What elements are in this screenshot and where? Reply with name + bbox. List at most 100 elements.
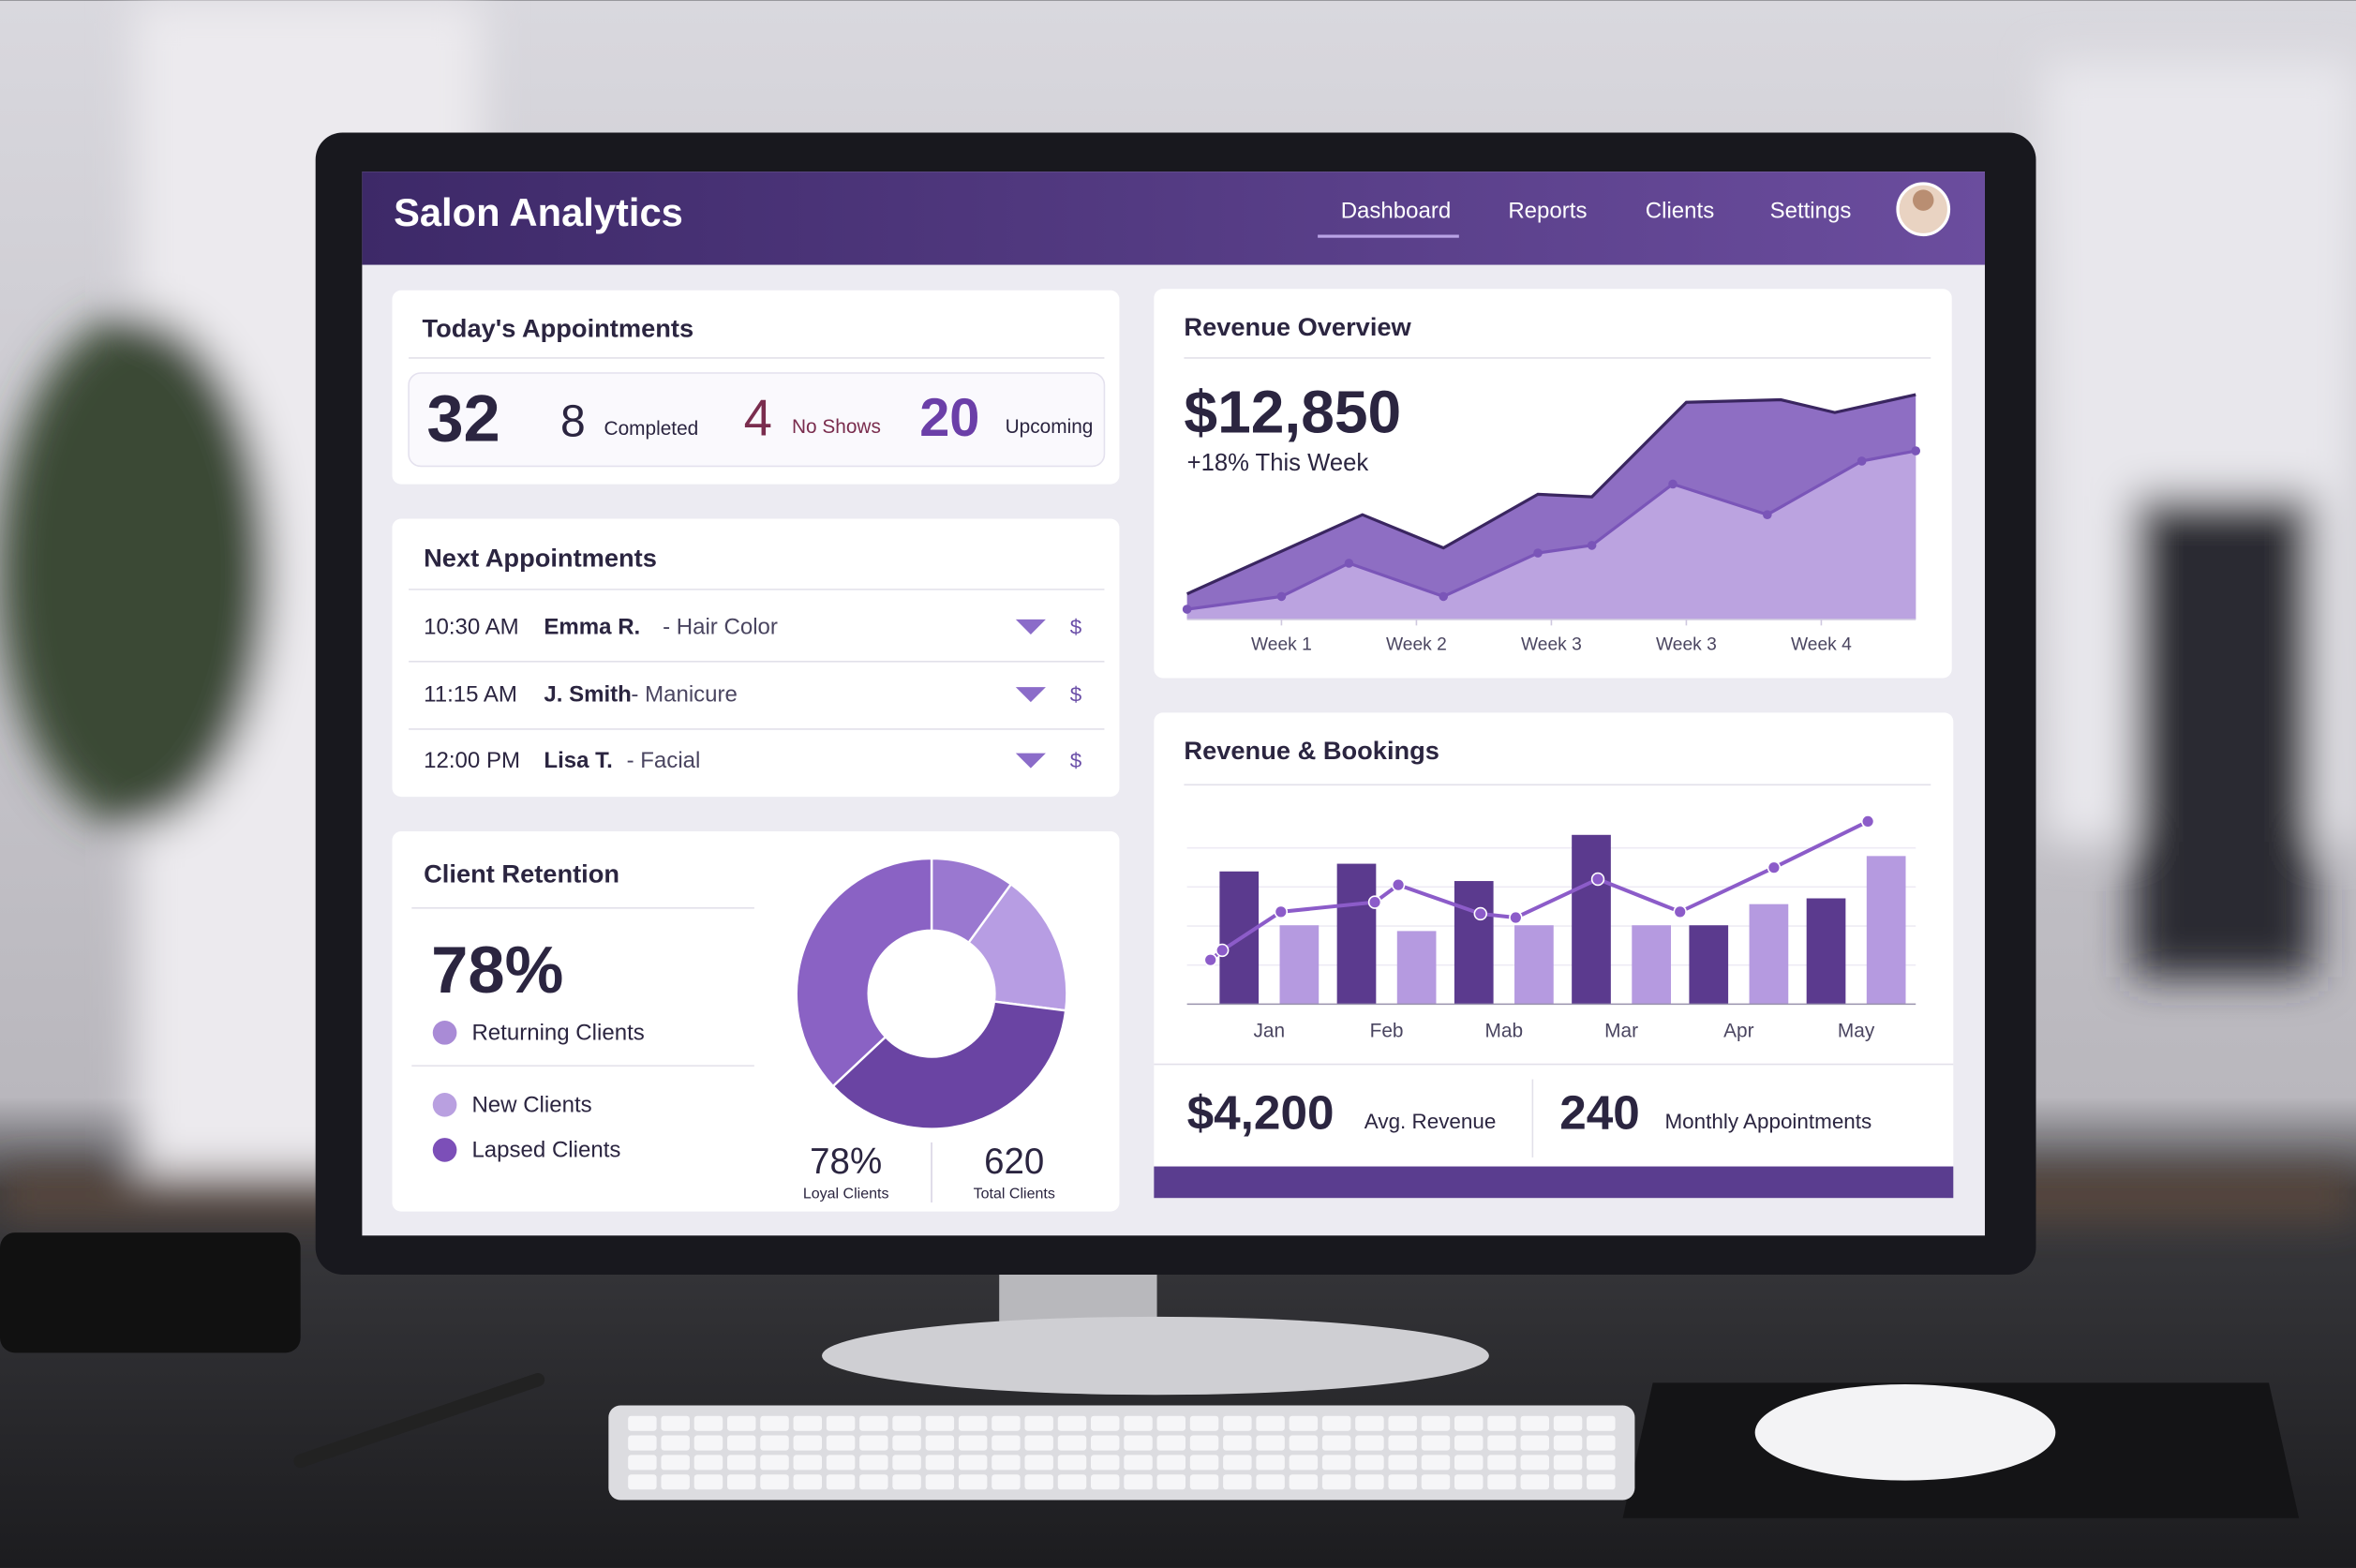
key: [925, 1435, 955, 1451]
key: [1355, 1474, 1384, 1490]
point: [1473, 906, 1487, 921]
key: [661, 1474, 690, 1490]
nav-item[interactable]: Dashboard: [1341, 198, 1452, 223]
key: [925, 1474, 955, 1490]
key: [992, 1455, 1021, 1471]
service: - Facial: [627, 748, 701, 773]
key: [1024, 1435, 1053, 1451]
key: [1421, 1435, 1451, 1451]
key: [1256, 1415, 1285, 1431]
no-shows-label: No Shows: [792, 416, 881, 438]
key: [1487, 1435, 1516, 1451]
point: [1911, 446, 1921, 455]
legend: Returning Clients New Clients Lapsed Clien…: [432, 1020, 645, 1162]
card-title: Revenue Overview: [1184, 312, 1411, 341]
key: [1024, 1474, 1053, 1490]
key: [1587, 1435, 1616, 1451]
key: [1189, 1474, 1219, 1490]
key: [727, 1455, 756, 1471]
x-tick-label: Mab: [1485, 1021, 1524, 1042]
nav-item[interactable]: Settings: [1770, 198, 1852, 223]
key: [992, 1435, 1021, 1451]
upcoming-count: 20: [919, 388, 979, 448]
point: [1590, 872, 1605, 887]
key: [1223, 1455, 1252, 1471]
revenue-change: +18% This Week: [1187, 450, 1369, 476]
price-icon[interactable]: $: [1070, 615, 1082, 638]
key: [1156, 1455, 1186, 1471]
point: [1673, 904, 1687, 919]
key: [1520, 1474, 1550, 1490]
revenue-chart: Week 1 Week 2 Week 3 Week 3 Week 4: [1182, 393, 1921, 655]
key: [859, 1455, 888, 1471]
legend-dot: [432, 1138, 457, 1162]
donut-segment: [966, 882, 1068, 1012]
price-icon[interactable]: $: [1070, 683, 1082, 707]
donut-chart: [795, 857, 1068, 1130]
key: [1289, 1455, 1319, 1471]
dropdown-icon[interactable]: [1015, 687, 1046, 703]
donut-segment: [795, 857, 933, 1088]
stat-value: 78%: [810, 1142, 882, 1182]
key: [1057, 1455, 1087, 1471]
point: [1182, 605, 1192, 614]
stat-label: Loyal Clients: [803, 1185, 889, 1202]
key: [1024, 1415, 1053, 1431]
price-icon[interactable]: $: [1070, 749, 1082, 772]
key: [1024, 1455, 1053, 1471]
key: [1553, 1415, 1583, 1431]
key: [1256, 1455, 1285, 1471]
retention-rate: 78%: [431, 933, 563, 1007]
bar: [1279, 925, 1320, 1005]
x-tick-label: Apr: [1723, 1021, 1753, 1042]
dropdown-icon[interactable]: [1015, 619, 1046, 635]
appointments-label: Monthly Appointments: [1664, 1110, 1871, 1133]
point: [1767, 860, 1782, 874]
key: [1487, 1474, 1516, 1490]
key: [1289, 1435, 1319, 1451]
key: [1487, 1455, 1516, 1471]
key: [1587, 1474, 1616, 1490]
key: [1189, 1435, 1219, 1451]
key: [1124, 1455, 1153, 1471]
key: [1454, 1474, 1484, 1490]
stats-box: [408, 372, 1106, 468]
key: [760, 1474, 789, 1490]
bar: [1866, 856, 1906, 1005]
key: [925, 1455, 955, 1471]
appointment-time: 11:15 AM: [424, 682, 517, 708]
key: [661, 1415, 690, 1431]
x-tick-label: Feb: [1370, 1021, 1404, 1042]
x-tick-label: Week 4: [1791, 635, 1852, 655]
point: [1668, 479, 1678, 489]
key: [892, 1474, 921, 1490]
x-tick-label: Week 3: [1656, 635, 1717, 655]
total-count: 32: [426, 381, 500, 455]
nav-item[interactable]: Clients: [1646, 198, 1714, 223]
key: [1587, 1415, 1616, 1431]
key: [727, 1415, 756, 1431]
key: [661, 1455, 690, 1471]
card-title: Client Retention: [424, 859, 619, 888]
key: [958, 1415, 988, 1431]
point: [1276, 591, 1287, 602]
point: [1391, 877, 1406, 892]
appointment-list: 10:30 AM Emma R. - Hair Color $11:15 AM J. S…: [409, 614, 1105, 773]
key: [1091, 1435, 1120, 1451]
dropdown-icon[interactable]: [1015, 753, 1046, 769]
bar: [1572, 834, 1611, 1005]
key: [1454, 1415, 1484, 1431]
key: [1321, 1455, 1351, 1471]
key: [1487, 1415, 1516, 1431]
key: [958, 1474, 988, 1490]
nav-item[interactable]: Reports: [1508, 198, 1587, 223]
key: [693, 1455, 723, 1471]
service: - Hair Color: [663, 614, 778, 639]
key: [793, 1474, 823, 1490]
nav: Dashboard Reports Clients Settings: [1341, 198, 1852, 223]
key: [1520, 1415, 1550, 1431]
x-tick-label: May: [1838, 1021, 1875, 1042]
bar: [1336, 863, 1377, 1005]
key: [892, 1415, 921, 1431]
legend-dot: [432, 1021, 457, 1045]
